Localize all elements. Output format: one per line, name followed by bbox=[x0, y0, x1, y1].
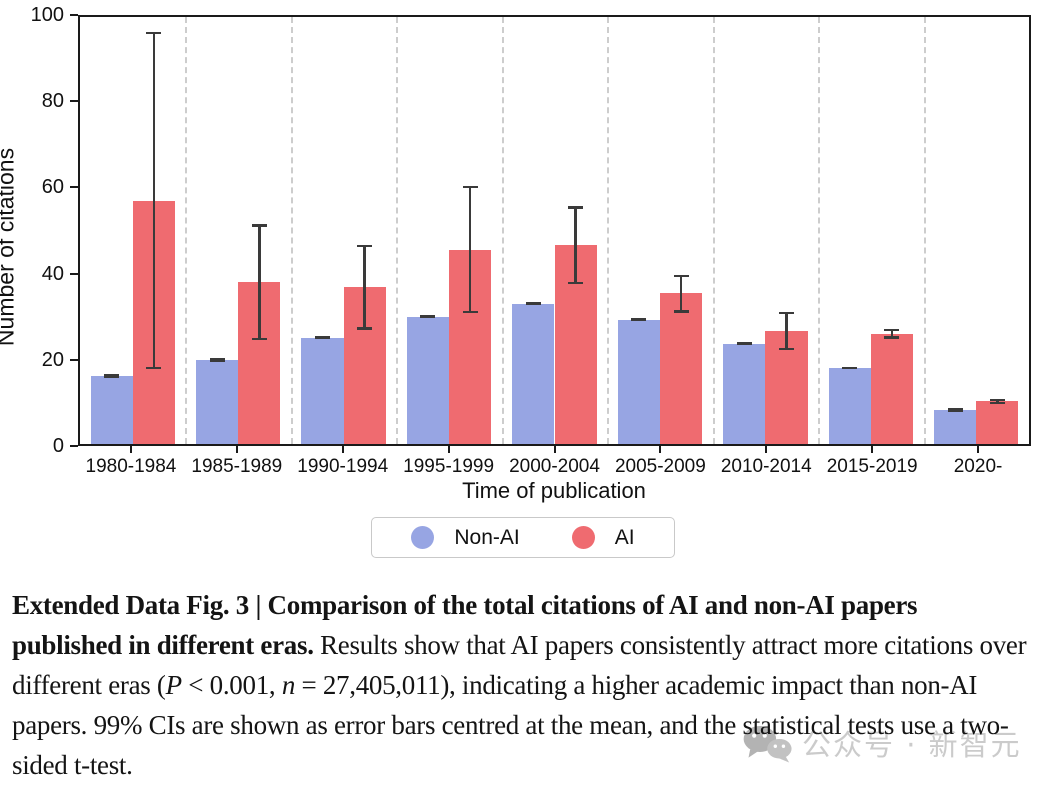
x-tick-mark bbox=[659, 446, 662, 453]
bar-nonai-2015-2019 bbox=[828, 368, 871, 444]
x-tick-label: 1985-1989 bbox=[191, 456, 283, 477]
y-tick-label: 20 bbox=[41, 348, 64, 371]
caption-segment-italic: n bbox=[281, 670, 296, 700]
error-bar bbox=[736, 342, 752, 345]
legend-item-non-ai: Non-AI bbox=[411, 525, 520, 550]
error-bar bbox=[525, 302, 541, 305]
ai-marker-icon bbox=[571, 526, 595, 549]
error-bar bbox=[778, 311, 794, 351]
bar-nonai-1990-1994 bbox=[301, 337, 344, 444]
figure-caption-text: Extended Data Fig. 3 | Comparison of the… bbox=[12, 590, 1027, 780]
bar-nonai-1985-1989 bbox=[195, 359, 239, 444]
bar-nonai-1995-1999 bbox=[406, 316, 450, 444]
error-bar bbox=[884, 328, 900, 339]
legend-label-ai: AI bbox=[614, 525, 635, 549]
error-bar bbox=[631, 318, 647, 322]
y-tick-label: 60 bbox=[41, 176, 64, 199]
y-tick-mark bbox=[70, 186, 78, 189]
group-separator-gridline bbox=[290, 17, 293, 444]
x-tick-label: 2020- bbox=[953, 456, 1003, 477]
bar-nonai-1980-1984 bbox=[90, 375, 133, 444]
error-bar bbox=[568, 206, 584, 285]
y-tick-mark bbox=[70, 272, 78, 275]
group-separator-gridline bbox=[923, 17, 926, 444]
group-separator-gridline bbox=[501, 17, 504, 444]
x-tick-label: 2010-2014 bbox=[720, 456, 812, 477]
error-bar bbox=[104, 373, 120, 378]
legend: Non-AI AI bbox=[371, 517, 675, 558]
error-bar bbox=[357, 244, 373, 330]
x-tick-mark bbox=[447, 446, 450, 453]
bar-ai-2015-2019 bbox=[870, 333, 913, 444]
x-tick-label: 1995-1999 bbox=[403, 456, 495, 477]
bar-nonai-2000-2004 bbox=[512, 303, 555, 444]
error-bar bbox=[462, 185, 478, 314]
y-tick-mark bbox=[70, 100, 78, 103]
watermark: 公众号 · 新智元 bbox=[742, 722, 1022, 764]
y-tick-label: 100 bbox=[30, 4, 64, 26]
group-separator-gridline bbox=[185, 17, 188, 444]
y-tick-label: 80 bbox=[41, 90, 64, 113]
error-bar bbox=[146, 31, 162, 370]
error-bar bbox=[842, 366, 858, 370]
legend-item-ai: AI bbox=[571, 525, 635, 550]
caption-segment-regular: = 27,405,011), indicating a higher acade… bbox=[12, 670, 1009, 780]
x-tick-mark bbox=[977, 446, 980, 453]
bar-nonai-2020- bbox=[934, 409, 977, 444]
y-tick-label: 0 bbox=[52, 435, 64, 457]
bar-ai-2020- bbox=[976, 401, 1019, 444]
error-bar bbox=[209, 358, 225, 362]
x-tick-label: 2005-2009 bbox=[614, 456, 706, 477]
x-tick-label: 2015-2019 bbox=[826, 456, 918, 477]
error-bar bbox=[251, 224, 267, 341]
caption-segment-italic: P bbox=[165, 670, 183, 700]
legend-label-non-ai: Non-AI bbox=[454, 525, 520, 549]
x-tick-label: 1990-1994 bbox=[297, 456, 389, 477]
group-separator-gridline bbox=[818, 17, 821, 444]
x-tick-mark bbox=[129, 446, 132, 453]
group-separator-gridline bbox=[712, 17, 715, 444]
group-separator-gridline bbox=[607, 17, 610, 444]
non-ai-marker-icon bbox=[411, 526, 435, 549]
x-tick-mark bbox=[553, 446, 556, 453]
bar-nonai-2005-2009 bbox=[617, 319, 660, 444]
error-bar bbox=[989, 398, 1005, 405]
error-bar bbox=[315, 336, 331, 339]
x-tick-mark bbox=[765, 446, 768, 453]
x-tick-mark bbox=[871, 446, 874, 453]
x-tick-mark bbox=[341, 446, 344, 453]
error-bar bbox=[673, 274, 689, 313]
error-bar bbox=[420, 315, 436, 319]
caption-segment-bold: Extended Data Fig. 3 | Comparison of the… bbox=[12, 590, 918, 660]
plot-area: Number of citations bbox=[0, 15, 1031, 446]
y-tick-mark bbox=[70, 358, 78, 361]
group-separator-gridline bbox=[396, 17, 399, 444]
bar-ai-2005-2009 bbox=[659, 293, 703, 444]
y-tick-label: 40 bbox=[41, 262, 64, 285]
x-tick-label: 1980-1984 bbox=[85, 456, 177, 477]
x-axis-title: Time of publication bbox=[462, 478, 646, 503]
caption-segment-regular: Results show that AI papers consistently… bbox=[12, 630, 1027, 700]
error-bar bbox=[947, 408, 963, 412]
bar-nonai-2010-2014 bbox=[723, 343, 766, 444]
figure-caption: Extended Data Fig. 3 | Comparison of the… bbox=[12, 585, 1030, 785]
x-tick-mark bbox=[235, 446, 238, 453]
caption-segment-regular: < 0.001, bbox=[181, 670, 282, 700]
wechat-chat-bubbles-icon bbox=[743, 725, 792, 763]
y-tick-mark bbox=[70, 14, 78, 16]
x-tick-label: 2000-2004 bbox=[509, 456, 600, 477]
watermark-text: 公众号 · 新智元 bbox=[802, 728, 1022, 762]
y-tick-mark bbox=[70, 445, 78, 447]
